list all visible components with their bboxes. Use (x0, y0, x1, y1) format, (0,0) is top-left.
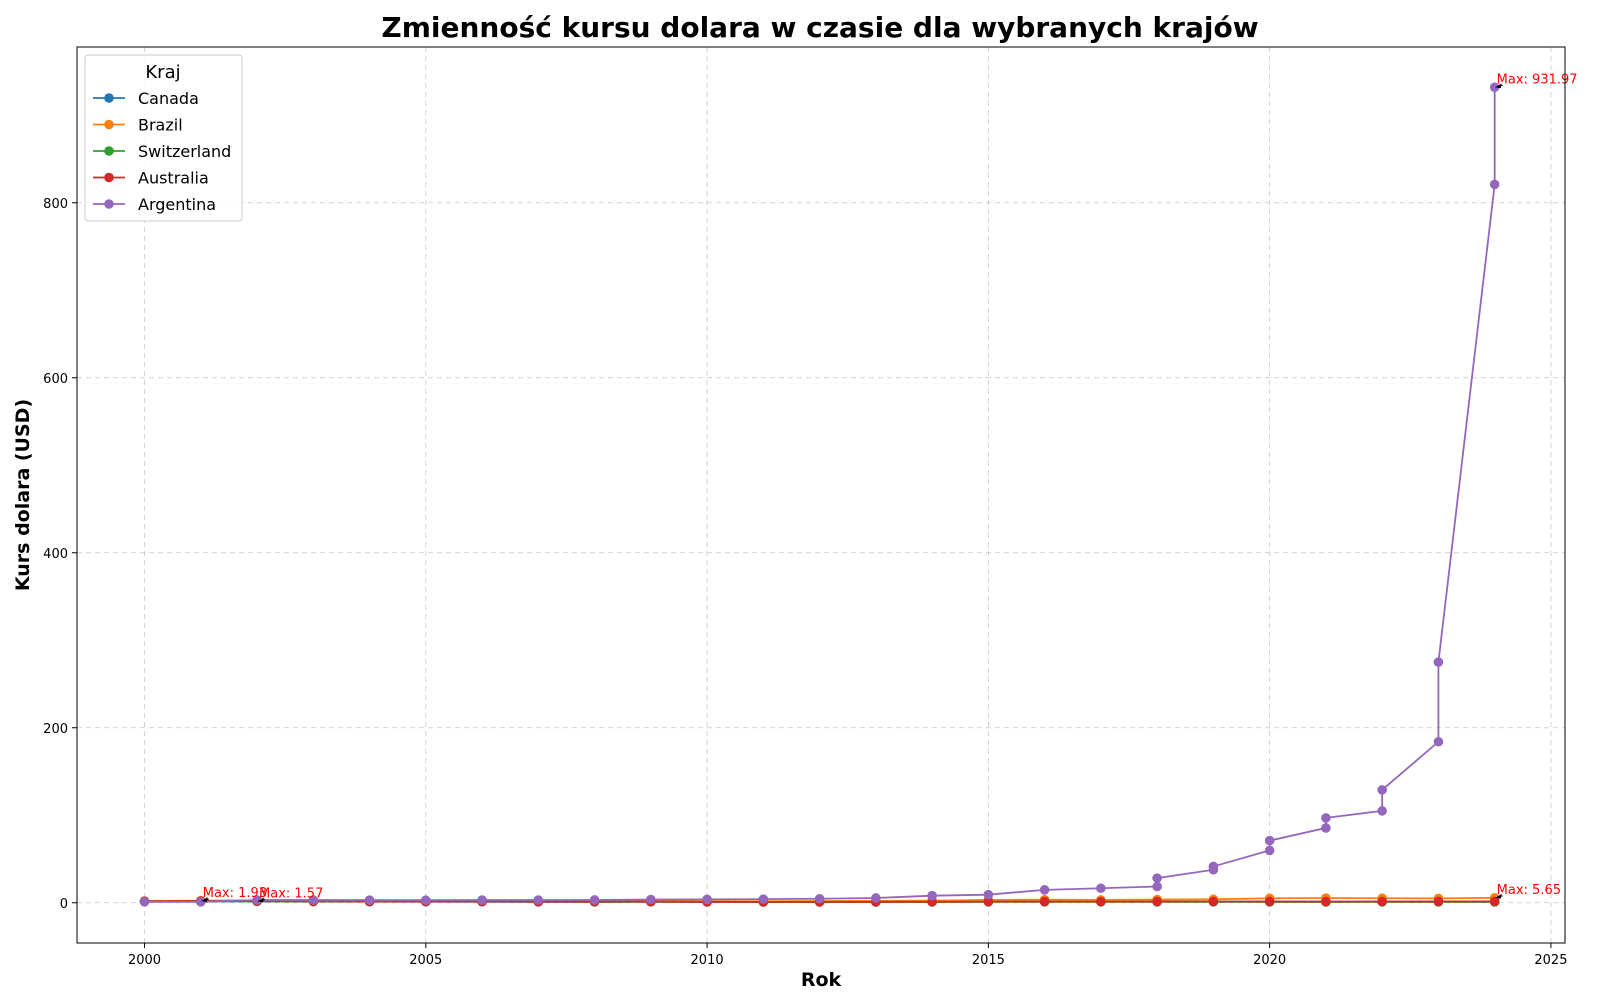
legend-swatch-marker (104, 172, 114, 183)
ticks: 2000 2005 2010 2015 2020 2025 0 200 400 600 800 (43, 197, 1567, 968)
data-point-argentina (1489, 179, 1500, 190)
y-tick-label: 400 (43, 547, 68, 562)
x-tick-label: 2010 (691, 953, 724, 968)
x-tick-label: 2020 (1253, 953, 1286, 968)
data-point-argentina (1152, 873, 1162, 883)
data-point-australia (983, 896, 994, 907)
data-point-argentina (364, 895, 375, 905)
x-axis-label: Rok (801, 969, 842, 991)
data-point-argentina (1321, 813, 1331, 823)
chart-title: Zmienność kursu dolara w czasie dla wybr… (381, 11, 1258, 44)
data-point-australia (1433, 896, 1444, 907)
x-tick-label: 2005 (409, 953, 442, 968)
series-argentina (139, 82, 1500, 907)
y-tick-label: 0 (60, 897, 68, 912)
y-axis-label: Kurs dolara (USD) (12, 399, 34, 591)
legend-item-brazil: Brazil (93, 116, 183, 135)
data-point-argentina (1377, 785, 1387, 795)
annotation-arrowhead (1495, 83, 1502, 89)
annotation-arrowhead (258, 897, 265, 903)
legend-box (84, 54, 243, 222)
legend-swatch-marker (104, 199, 114, 209)
legend-label: Brazil (138, 116, 183, 135)
legend-swatch-marker (104, 119, 114, 130)
data-point-australia (1096, 896, 1106, 907)
legend-item-australia: Australia (93, 169, 209, 188)
data-point-argentina (1096, 883, 1106, 894)
x-tick-label: 2025 (1534, 953, 1567, 968)
data-point-australia (1152, 896, 1162, 907)
legend-swatch-marker (104, 93, 114, 103)
annotation-label: Max: 1.93 (203, 886, 267, 901)
grid (77, 47, 1565, 943)
data-point-argentina (139, 897, 150, 907)
series-line-argentina (144, 87, 1496, 903)
data-point-argentina (1433, 736, 1444, 747)
data-point-australia (1321, 896, 1331, 907)
y-tick-label: 600 (43, 372, 68, 387)
data-point-argentina (195, 897, 206, 907)
legend-label: Argentina (138, 195, 216, 214)
annotation: Max: 1.57 (257, 886, 323, 903)
data-point-argentina (1264, 835, 1275, 846)
legend-swatch-marker (104, 146, 114, 156)
data-point-argentina (646, 894, 656, 905)
data-point-argentina (1489, 82, 1500, 93)
annotation: Max: 1.93 (201, 886, 267, 903)
data-point-argentina (252, 895, 262, 905)
data-point-australia (1208, 896, 1219, 907)
legend-item-canada: Canada (93, 89, 199, 108)
data-point-argentina (1039, 885, 1050, 895)
legend: Kraj Canada Brazil Switzerland Australia Arg… (84, 54, 243, 222)
data-point-australia (1264, 896, 1275, 907)
annotation: Max: 5.65 (1495, 883, 1561, 899)
y-tick-label: 200 (43, 722, 68, 737)
data-point-argentina (420, 895, 431, 906)
data-point-argentina (1321, 823, 1331, 833)
data-point-australia (1489, 896, 1500, 907)
data-point-argentina (1433, 657, 1444, 667)
data-point-argentina (927, 890, 937, 901)
legend-item-argentina: Argentina (93, 195, 216, 214)
legend-label: Canada (138, 89, 199, 108)
data-point-argentina (983, 889, 994, 900)
data-point-argentina (1264, 845, 1275, 856)
data-point-australia (1039, 896, 1050, 907)
x-tick-label: 2015 (972, 953, 1005, 968)
data-point-argentina (533, 895, 544, 905)
x-tick-label: 2000 (128, 953, 161, 968)
data-point-argentina (814, 893, 825, 904)
series-layer (139, 82, 1500, 907)
y-tick-label: 800 (43, 197, 68, 212)
data-point-argentina (477, 895, 487, 905)
legend-label: Switzerland (138, 142, 231, 161)
data-point-argentina (1377, 806, 1387, 816)
data-point-argentina (589, 895, 600, 905)
data-point-argentina (308, 895, 319, 906)
data-point-argentina (1152, 881, 1162, 892)
annotation-arrowhead (201, 897, 208, 903)
data-point-argentina (758, 894, 769, 904)
data-point-argentina (871, 893, 881, 903)
legend-title: Kraj (145, 62, 180, 83)
data-point-argentina (1208, 861, 1219, 872)
plot-frame (76, 46, 1566, 944)
legend-label: Australia (138, 169, 209, 188)
annotation-label: Max: 931.97 (1497, 72, 1578, 87)
annotation-label: Max: 5.65 (1497, 883, 1561, 898)
legend-item-switzerland: Switzerland (93, 142, 231, 161)
annotation: Max: 931.97 (1495, 72, 1578, 89)
data-point-australia (1377, 896, 1387, 907)
annotation-label: Max: 1.57 (259, 886, 323, 901)
data-point-argentina (702, 894, 712, 905)
annotation-arrowhead (1495, 893, 1502, 899)
